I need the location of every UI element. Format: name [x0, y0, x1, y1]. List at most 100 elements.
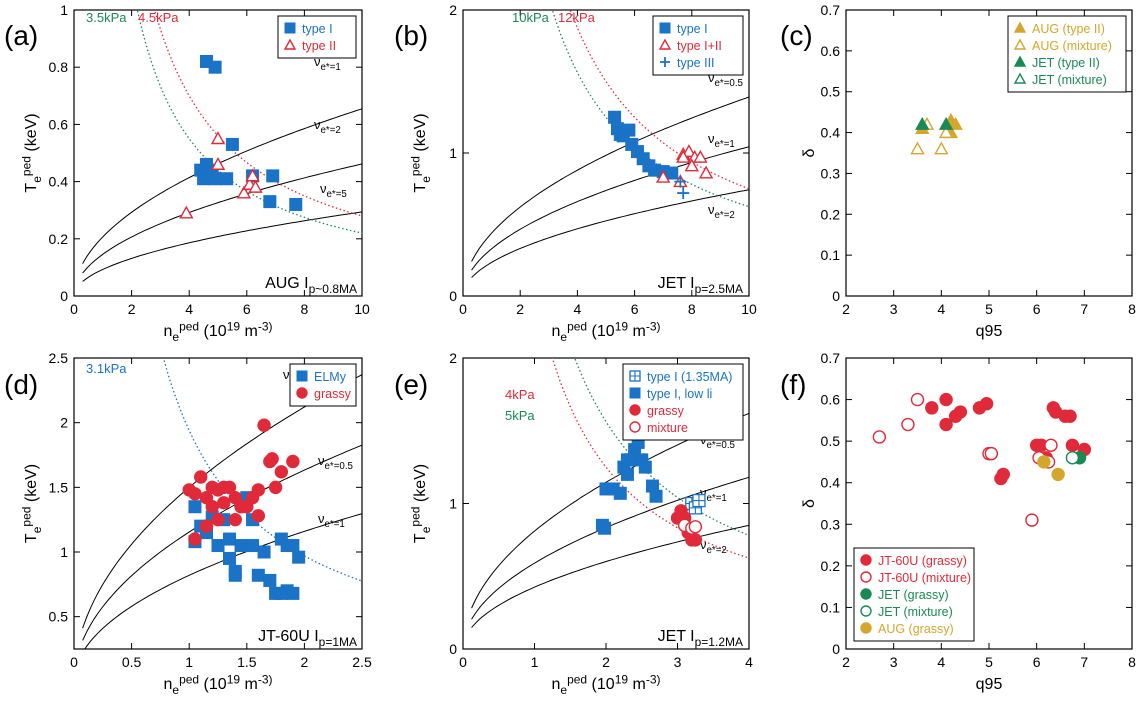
y-tick-label: 0.1: [821, 599, 841, 615]
x-axis-label: neped (1019 m-3): [163, 672, 272, 696]
legend-marker: [860, 588, 872, 600]
y-tick-label: 2.5: [49, 350, 69, 366]
x-tick-label: 2.5: [352, 654, 372, 670]
legend-label: type II: [302, 39, 336, 53]
y-tick-label: 0.2: [49, 231, 69, 247]
data-point: [266, 169, 280, 183]
text-segment: ν: [320, 181, 327, 196]
data-point: [268, 480, 283, 495]
panel-letter: (c): [780, 20, 813, 51]
data-point: [608, 110, 622, 124]
text-segment: (10: [587, 676, 615, 693]
y-tick-label: 2: [449, 2, 457, 18]
text-segment: T: [23, 183, 40, 193]
isobar-label: 4kPa: [505, 387, 535, 402]
y-tick-label: 0.4: [49, 174, 69, 190]
data-point: [681, 144, 697, 158]
panel-title: JET Ip=2.5MA: [658, 275, 743, 296]
x-tick-label: 0: [70, 301, 78, 317]
text-segment: e*=2: [715, 210, 735, 221]
y-tick-label: 0: [449, 641, 457, 657]
y-axis-label: Teped (keV): [19, 113, 43, 192]
text-segment: e*=0.5: [715, 78, 744, 89]
text-segment: m: [628, 323, 646, 340]
data-point: [676, 149, 691, 163]
x-tick-label: 3: [890, 301, 898, 317]
data-point: [1044, 438, 1058, 452]
text-segment: m: [240, 323, 258, 340]
text-segment: 19: [615, 672, 629, 686]
y-tick-label: 0.5: [821, 433, 841, 449]
data-points: [595, 435, 706, 547]
text-segment: (keV): [23, 113, 40, 156]
legend-marker: [860, 622, 872, 634]
x-tick-label: 2: [301, 654, 309, 670]
data-point: [217, 496, 231, 510]
data-point: [286, 539, 300, 553]
data-point: [649, 489, 663, 503]
data-point: [872, 430, 887, 444]
text-segment: (10: [587, 323, 615, 340]
text-segment: ν: [314, 54, 321, 69]
data-point: [222, 480, 237, 495]
data-point: [251, 568, 265, 582]
x-axis-label: neped (1019 m-3): [551, 319, 660, 343]
collisionality-line: [471, 476, 749, 620]
text-segment: ν: [318, 453, 325, 468]
data-point: [188, 500, 202, 514]
collisionality-label: νe*=1: [318, 511, 345, 530]
y-tick-label: 0: [832, 641, 840, 657]
x-tick-label: 6: [243, 301, 251, 317]
text-segment: ν: [283, 367, 290, 382]
data-point: [289, 197, 303, 211]
x-axis-label: q95: [976, 323, 1003, 340]
legend: JT-60U (grassy) JT-60U (mixture) JET (gras…: [853, 547, 975, 642]
data-point: [1037, 455, 1051, 469]
data-point: [188, 487, 202, 501]
text-segment: e*=0.5: [707, 440, 736, 451]
x-tick-label: 8: [1128, 654, 1136, 670]
x-tick-label: 4: [937, 654, 945, 670]
text-segment: T: [23, 533, 40, 543]
data-point: [925, 401, 939, 415]
text-segment: (keV): [412, 113, 429, 156]
text-segment: e*=1: [321, 62, 341, 73]
x-tick-label: 4: [745, 654, 753, 670]
legend-label: JET (mixture): [878, 605, 953, 619]
text-segment: q95: [976, 323, 1003, 340]
legend-label: JET (mixture): [1032, 73, 1107, 87]
curves: [471, 358, 749, 628]
legend-marker: [283, 38, 297, 50]
text-segment: AUG I: [265, 275, 309, 292]
x-tick-label: 7: [1080, 301, 1088, 317]
x-tick-label: 10: [354, 301, 370, 317]
isobar-label: 4.5kPa: [138, 10, 179, 25]
y-tick-label: 0: [60, 288, 68, 304]
isobar-label: 12kPa: [558, 10, 596, 25]
text-segment: (10: [199, 323, 227, 340]
y-tick-label: 2: [60, 415, 68, 431]
data-point: [598, 521, 612, 535]
data-point: [263, 195, 277, 209]
text-segment: e*=2: [707, 545, 727, 556]
text-segment: (keV): [412, 464, 429, 507]
text-segment: e*=2: [321, 125, 341, 136]
text-segment: ν: [314, 117, 321, 132]
x-tick-label: 6: [1033, 301, 1041, 317]
y-tick-label: 1: [60, 2, 68, 18]
text-segment: n: [551, 323, 560, 340]
text-segment: (10: [199, 676, 227, 693]
x-tick-label: 2: [128, 301, 136, 317]
text-segment: 19: [227, 319, 241, 333]
data-point: [656, 169, 671, 183]
collisionality-line: [82, 163, 362, 274]
x-tick-label: 1: [531, 654, 539, 670]
collisionality-line: [82, 211, 362, 282]
data-point: [292, 550, 306, 564]
text-segment: δ: [801, 499, 818, 508]
legend-marker: [1013, 38, 1027, 50]
text-segment: ped: [408, 156, 422, 176]
text-segment: T: [412, 533, 429, 543]
data-point: [257, 545, 271, 559]
